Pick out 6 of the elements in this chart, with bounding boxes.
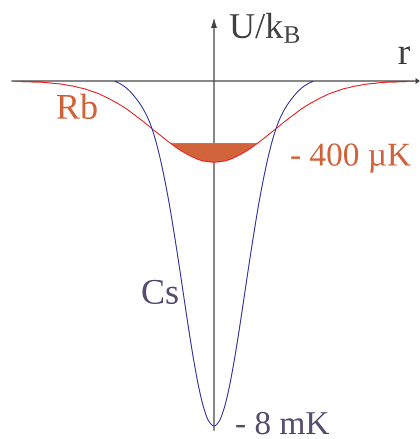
annotation: - 400 µK — [291, 143, 411, 173]
annotation: - 8 mK — [236, 412, 330, 434]
x-axis-title: r — [398, 46, 410, 64]
series-label: Cs — [142, 280, 178, 304]
y-axis-title: U/k$_{B}$ — [230, 12, 300, 43]
series-label: Rb — [56, 94, 97, 120]
